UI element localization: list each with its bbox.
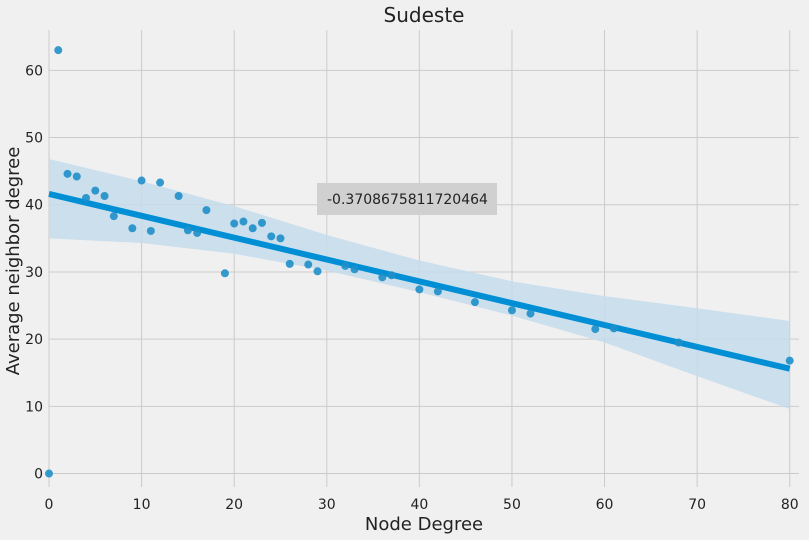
data-point	[313, 267, 322, 276]
data-point	[63, 169, 72, 178]
data-point	[785, 356, 794, 365]
y-tick-label: 0	[34, 467, 43, 483]
x-axis-label: Node Degree	[365, 514, 483, 535]
data-point	[415, 285, 424, 294]
data-point	[276, 234, 285, 243]
data-point	[507, 306, 516, 315]
x-tick-label: 70	[688, 497, 706, 513]
data-point	[137, 176, 146, 185]
data-point	[350, 265, 359, 274]
data-point	[146, 226, 155, 235]
data-point	[220, 269, 229, 278]
y-tick-label: 50	[25, 131, 43, 147]
data-point	[257, 218, 266, 227]
data-point	[341, 261, 350, 270]
y-tick-label: 60	[25, 63, 43, 79]
data-point	[82, 194, 91, 203]
data-point	[387, 271, 396, 280]
regression-line	[48, 191, 791, 372]
data-point	[174, 191, 183, 200]
y-tick-label: 20	[25, 332, 43, 348]
x-tick-label: 40	[410, 497, 428, 513]
x-tick-label: 30	[318, 497, 336, 513]
data-point	[248, 224, 257, 233]
x-tick-label: 0	[45, 497, 54, 513]
x-tick-label: 10	[133, 497, 151, 513]
data-point	[470, 298, 479, 307]
regression-line-path	[48, 191, 791, 372]
data-point	[304, 260, 313, 269]
data-point	[193, 228, 202, 237]
y-tick-label: 30	[25, 265, 43, 281]
data-point	[591, 325, 600, 334]
data-point	[609, 324, 618, 333]
y-tick-label: 40	[25, 198, 43, 214]
y-tick-labels: 0 10 20 30 40 50 60	[25, 63, 43, 482]
data-point	[128, 224, 137, 233]
x-tick-labels: 0 10 20 30 40 50 60 70 80	[45, 497, 799, 513]
data-point	[91, 186, 100, 195]
data-point	[267, 232, 276, 241]
data-point	[674, 338, 683, 347]
data-point	[183, 226, 192, 235]
data-point	[156, 178, 165, 187]
data-point	[54, 46, 63, 55]
x-tick-label: 60	[596, 497, 614, 513]
data-point	[239, 217, 248, 226]
data-point	[45, 469, 53, 478]
y-axis-label: Average neighbor degree	[3, 147, 24, 376]
chart-title: Sudeste	[384, 3, 465, 27]
data-point	[378, 273, 387, 282]
x-tick-label: 50	[503, 497, 521, 513]
annotation-box	[317, 183, 497, 215]
data-point	[230, 219, 239, 228]
data-point	[109, 212, 118, 221]
data-point	[72, 172, 81, 181]
data-point	[433, 287, 442, 296]
data-point	[285, 259, 294, 268]
x-tick-label: 20	[225, 497, 243, 513]
data-point	[202, 206, 211, 215]
x-tick-label: 80	[781, 497, 799, 513]
annotation-text: -0.3708675811720464	[327, 192, 488, 208]
y-tick-label: 10	[25, 399, 43, 415]
data-point	[526, 309, 535, 318]
scatter-points	[45, 46, 794, 478]
data-point	[100, 191, 109, 200]
